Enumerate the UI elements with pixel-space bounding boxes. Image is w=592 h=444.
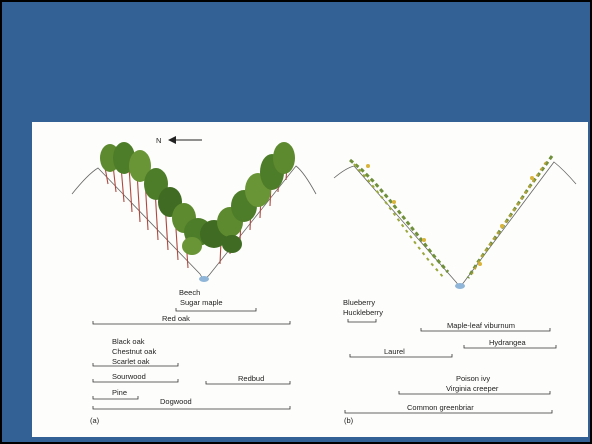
label-beech: Beech	[179, 288, 200, 297]
label-huckleberry: Huckleberry	[343, 308, 383, 317]
label-scarlet-oak: Scarlet oak	[112, 357, 150, 366]
label-laurel: Laurel	[384, 347, 405, 356]
range-maple-leaf-viburnum	[420, 328, 551, 332]
label-common-greenbriar: Common greenbriar	[407, 403, 474, 412]
panel-a-illustration	[71, 142, 317, 282]
stream-b	[455, 283, 465, 289]
valley-vegetation-diagram: N Beech Sugar maple Red oak Black oak Ch…	[71, 136, 577, 425]
range-laurel	[349, 354, 453, 358]
label-dogwood: Dogwood	[160, 397, 192, 406]
label-virginia-creeper: Virginia creeper	[446, 384, 499, 393]
label-red-oak: Red oak	[162, 314, 190, 323]
label-chestnut-oak: Chestnut oak	[112, 347, 156, 356]
caption-a: (a)	[90, 416, 100, 425]
shrub-foliage	[349, 155, 554, 279]
range-red-oak	[92, 321, 291, 325]
north-label: N	[156, 136, 161, 145]
label-maple-leaf-viburnum: Maple-leaf viburnum	[447, 321, 515, 330]
range-poison-ivy	[398, 391, 551, 395]
label-hydrangea: Hydrangea	[489, 338, 527, 347]
tree-canopy	[100, 142, 295, 255]
label-redbud: Redbud	[238, 374, 264, 383]
range-oaks	[92, 363, 179, 367]
label-blueberry: Blueberry	[343, 298, 375, 307]
stream-a	[199, 276, 209, 282]
panel-b-legend: Blueberry Huckleberry Maple-leaf viburnu…	[343, 298, 557, 425]
range-hydrangea	[463, 345, 557, 349]
label-pine: Pine	[112, 388, 127, 397]
valley-profile-b	[333, 161, 577, 286]
label-poison-ivy: Poison ivy	[456, 374, 490, 383]
panel-b-illustration	[333, 155, 577, 289]
label-sourwood: Sourwood	[112, 372, 146, 381]
figure-panel: N Beech Sugar maple Red oak Black oak Ch…	[32, 122, 588, 437]
label-sugar-maple: Sugar maple	[180, 298, 223, 307]
panel-a-legend: Beech Sugar maple Red oak Black oak Ches…	[90, 288, 291, 425]
north-arrow: N	[156, 136, 202, 145]
range-blueberry	[347, 319, 377, 323]
range-dogwood	[92, 406, 291, 410]
label-black-oak: Black oak	[112, 337, 145, 346]
caption-b: (b)	[344, 416, 354, 425]
range-redbud	[205, 381, 291, 385]
range-sourwood	[92, 379, 179, 383]
range-pine	[92, 396, 139, 400]
range-sugar-maple	[175, 308, 257, 312]
range-common-greenbriar	[344, 410, 553, 414]
